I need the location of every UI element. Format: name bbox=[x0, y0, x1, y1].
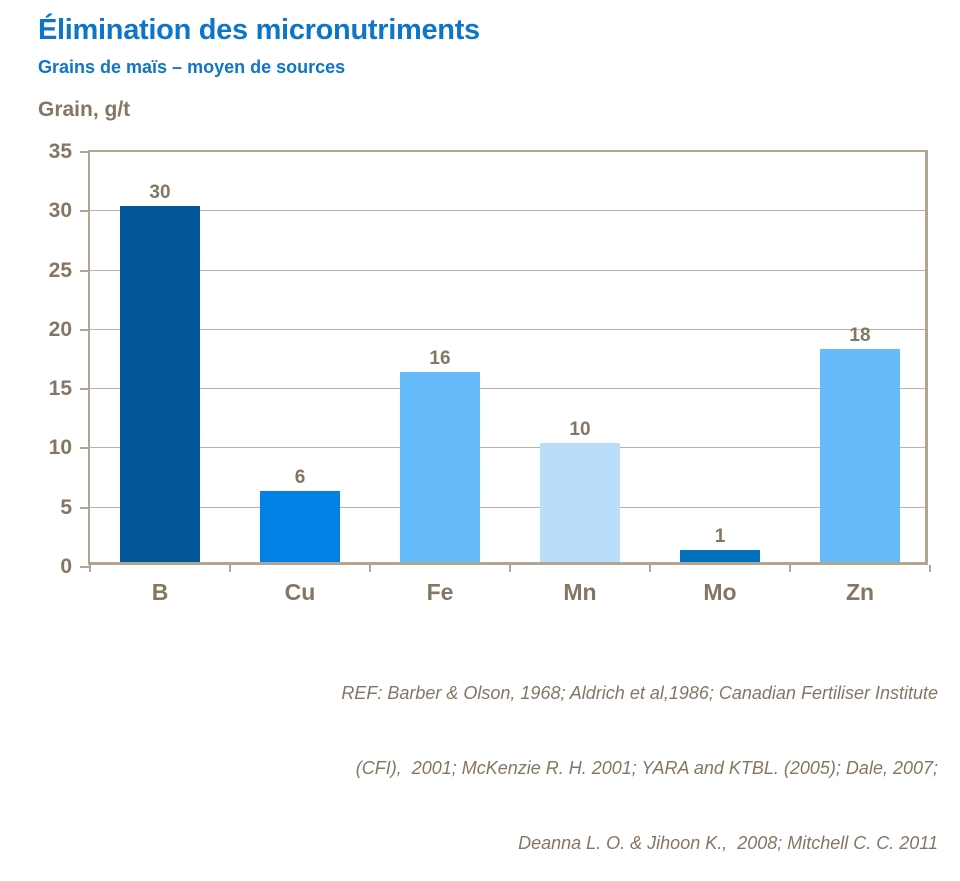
x-axis-category-label: Fe bbox=[426, 579, 454, 605]
gridline bbox=[90, 506, 925, 508]
gridline bbox=[90, 388, 925, 390]
y-axis-tick-label: 0 bbox=[60, 555, 72, 578]
bar-Fe bbox=[400, 372, 480, 562]
x-axis-tick bbox=[369, 565, 371, 572]
y-axis-tick bbox=[80, 210, 90, 213]
bar-value-label: 6 bbox=[294, 466, 306, 488]
y-axis-tick-label: 5 bbox=[60, 495, 72, 519]
x-axis-tick bbox=[229, 565, 231, 572]
x-axis-tick bbox=[509, 565, 511, 572]
x-axis-category-label: Mo bbox=[703, 579, 737, 605]
y-axis-tick-label: 20 bbox=[48, 317, 72, 341]
x-axis-tick bbox=[89, 565, 91, 572]
y-axis-tick-label: 35 bbox=[48, 140, 72, 163]
x-axis-tick bbox=[929, 565, 931, 572]
bar-value-label: 30 bbox=[149, 182, 171, 204]
y-axis-tick bbox=[80, 506, 90, 509]
y-axis-title: Grain, g/t bbox=[38, 98, 131, 121]
references: REF: Barber & Olson, 1968; Aldrich et al… bbox=[341, 631, 938, 881]
bar-B bbox=[120, 206, 200, 562]
y-axis-tick bbox=[80, 388, 90, 391]
x-axis-tick bbox=[649, 565, 651, 572]
y-axis-tick bbox=[80, 269, 90, 272]
x-axis-category-label: B bbox=[151, 579, 169, 605]
bar-value-label: 1 bbox=[714, 526, 726, 548]
bar-Cu bbox=[260, 490, 340, 562]
y-axis-tick-label: 30 bbox=[48, 199, 72, 223]
bar-chart-plot-area: 0 5 10 15 20 25 30 35 30 B 6 Cu 16 Fe 10 Mn 1 Mo 18 Zn bbox=[49, 140, 931, 605]
y-axis-tick bbox=[80, 447, 90, 450]
reference-line: Deanna L. O. & Jihoon K., 2008; Mitchell… bbox=[518, 833, 938, 853]
reference-line: REF: Barber & Olson, 1968; Aldrich et al… bbox=[341, 683, 938, 703]
y-axis-tick-label: 25 bbox=[48, 258, 72, 282]
bar-value-label: 18 bbox=[849, 324, 871, 346]
x-axis-category-label: Cu bbox=[284, 579, 316, 605]
y-axis-tick-label: 15 bbox=[48, 377, 72, 401]
page-subtitle: Grains de maïs – moyen de sources bbox=[38, 57, 346, 77]
gridline bbox=[90, 210, 925, 212]
y-axis-tick bbox=[80, 151, 90, 153]
bar-value-label: 16 bbox=[429, 348, 451, 370]
page-title: Élimination des micronutriments bbox=[38, 14, 480, 46]
y-axis-tick bbox=[80, 328, 90, 331]
y-axis-tick bbox=[80, 566, 90, 568]
bar-Mo bbox=[680, 550, 760, 562]
bar-Zn bbox=[820, 348, 900, 562]
x-axis-category-label: Zn bbox=[845, 579, 875, 605]
x-axis-category-label: Mn bbox=[563, 579, 597, 605]
slide: { "header": { "title": "Élimination des … bbox=[38, 14, 938, 853]
x-axis-tick bbox=[789, 565, 791, 572]
bar-Mn bbox=[540, 443, 620, 562]
gridline bbox=[90, 269, 925, 271]
reference-line: (CFI), 2001; McKenzie R. H. 2001; YARA a… bbox=[355, 758, 938, 778]
y-axis-tick-label: 10 bbox=[48, 436, 72, 460]
gridline bbox=[90, 328, 925, 330]
gridline bbox=[90, 447, 925, 449]
bar-value-label: 10 bbox=[569, 419, 591, 441]
